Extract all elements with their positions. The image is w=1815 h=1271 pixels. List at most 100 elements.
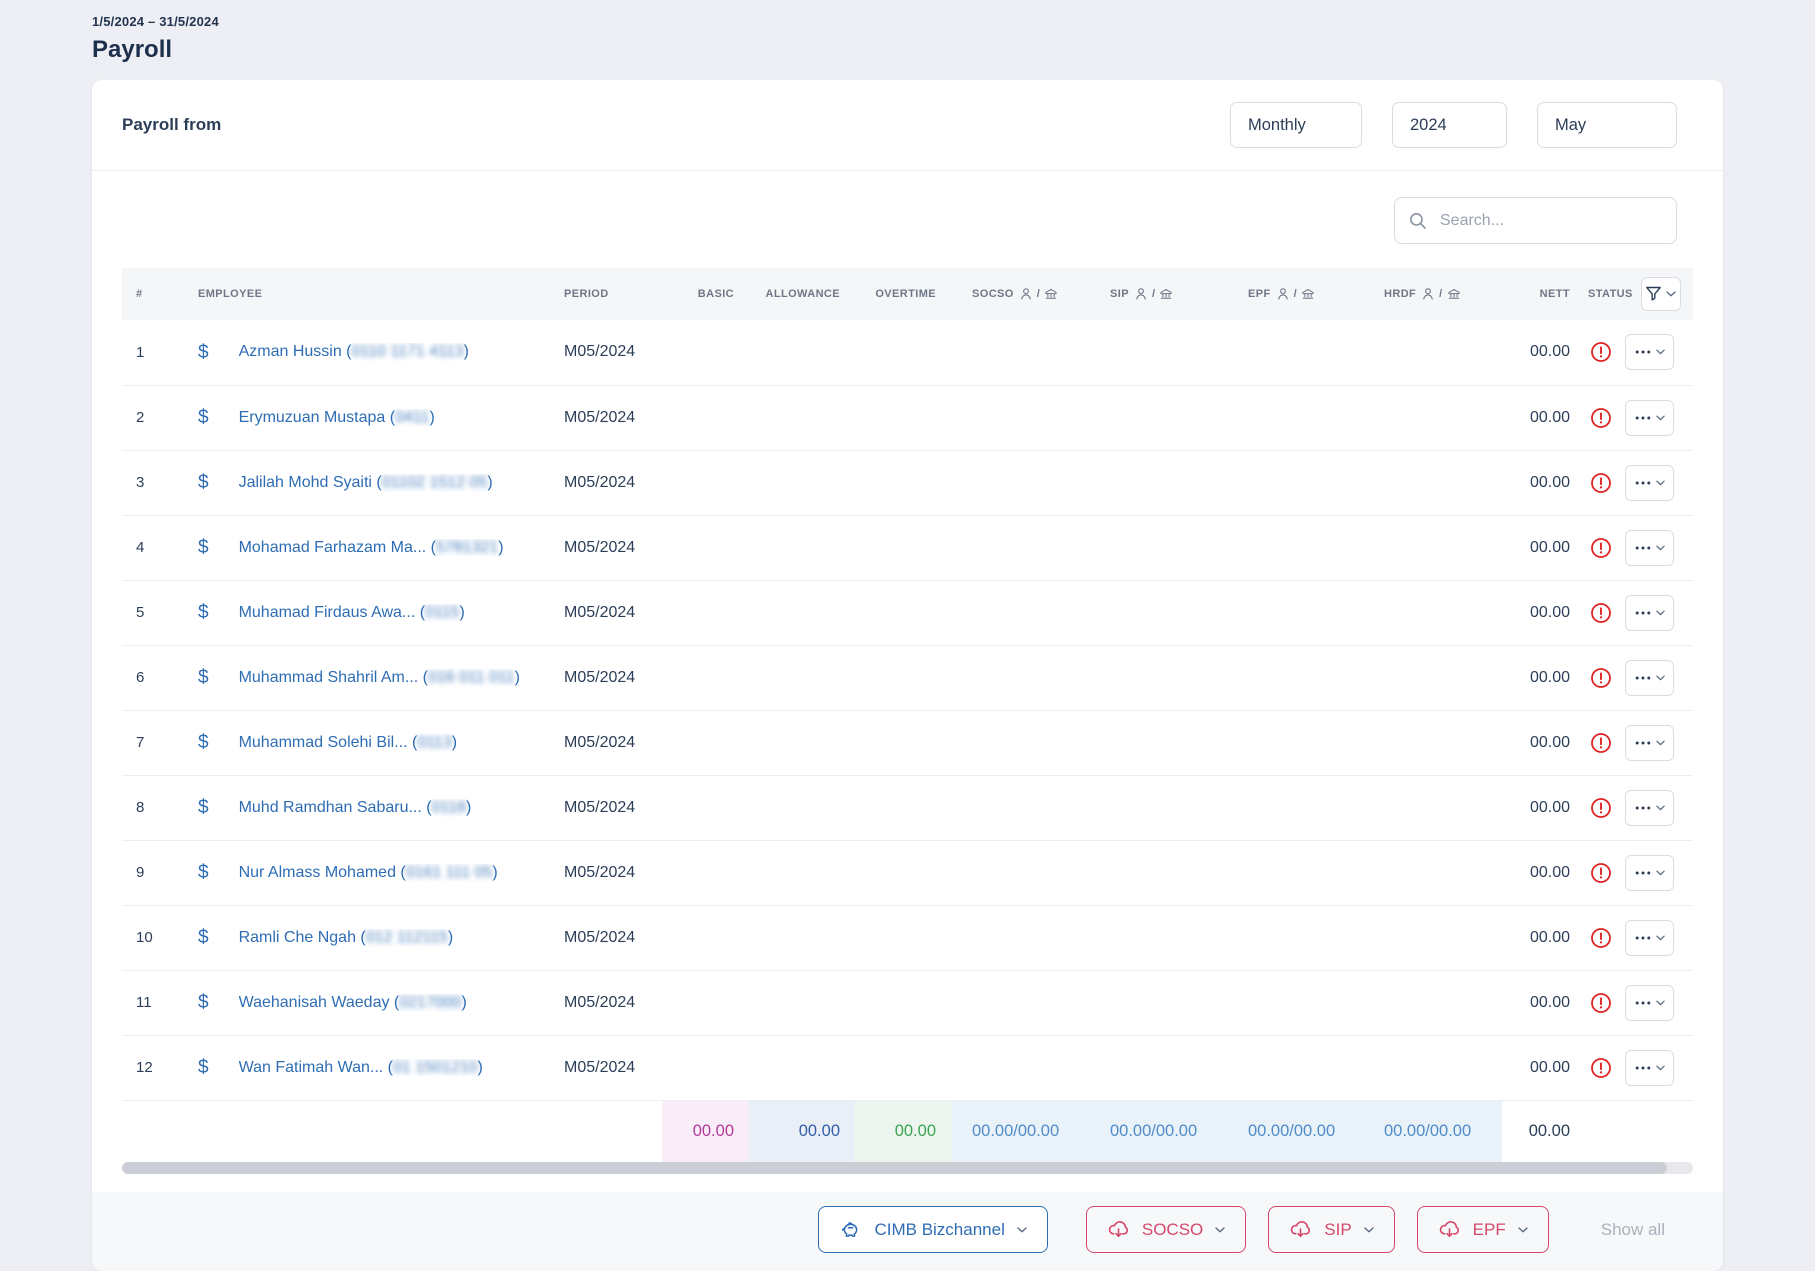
status-cell	[1580, 320, 1693, 386]
sip-cell	[1090, 385, 1228, 451]
epf-cell	[1228, 320, 1364, 386]
employee-link[interactable]: Mohamad Farhazam Ma... (5781321)	[238, 538, 504, 556]
row-actions-button[interactable]	[1625, 529, 1674, 566]
socso-cell	[952, 320, 1090, 386]
overtime-cell	[854, 905, 952, 971]
allowance-cell	[748, 385, 854, 451]
employee-cell: $ Wan Fatimah Wan... (01 1501210)	[164, 1035, 556, 1101]
row-actions-button[interactable]	[1625, 789, 1674, 826]
ellipsis-icon	[1635, 676, 1650, 679]
status-cell	[1580, 775, 1693, 841]
payroll-from-label: Payroll from	[122, 115, 222, 134]
employee-link[interactable]: Muhd Ramdhan Sabaru... (0118)	[238, 798, 472, 816]
scrollbar-thumb[interactable]	[122, 1162, 1667, 1174]
payslip-dollar-icon: $	[198, 797, 209, 818]
filter-selects: Monthly 2024 May	[1230, 102, 1677, 148]
totals-row: 00.00 00.00 00.00 00.00/00.00 00.00/00.0…	[122, 1100, 1693, 1162]
basic-cell	[662, 385, 748, 451]
month-select[interactable]: May	[1537, 102, 1677, 148]
col-socso-label: SOCSO	[972, 288, 1014, 300]
payslip-dollar-icon: $	[198, 472, 209, 493]
row-actions-button[interactable]	[1625, 984, 1674, 1021]
ellipsis-icon	[1635, 871, 1650, 874]
sip-cell	[1090, 1035, 1228, 1101]
row-number: 9	[122, 840, 164, 906]
warning-status-icon	[1591, 797, 1611, 818]
total-nett: 00.00	[1528, 1121, 1570, 1140]
employee-link[interactable]: Muhammad Shahril Am... (016 011 011)	[238, 668, 520, 686]
cimb-bizchannel-button[interactable]: CIMB Bizchannel	[818, 1206, 1048, 1253]
year-select[interactable]: 2024	[1392, 102, 1507, 148]
month-value: May	[1555, 115, 1587, 134]
table-header-row: # EMPLOYEE PERIOD BASIC ALLOWANCE OVERTI…	[122, 268, 1693, 320]
employee-link[interactable]: Jalilah Mohd Syaiti (01102 1512 05)	[238, 473, 493, 491]
employee-link[interactable]: Wan Fatimah Wan... (01 1501210)	[238, 1058, 483, 1076]
slash-separator: /	[1151, 288, 1156, 300]
employee-link[interactable]: Waehanisah Waeday (0217000)	[238, 993, 467, 1011]
payslip-dollar-icon: $	[198, 537, 209, 558]
table-row: 8 $ Muhd Ramdhan Sabaru... (0118) M05/20…	[122, 775, 1693, 841]
row-number: 11	[122, 970, 164, 1036]
nett-cell: 00.00	[1502, 515, 1580, 581]
row-actions-button[interactable]	[1625, 854, 1674, 891]
table-row: 12 $ Wan Fatimah Wan... (01 1501210) M05…	[122, 1035, 1693, 1101]
status-cell	[1580, 840, 1693, 906]
status-cell	[1580, 970, 1693, 1036]
redacted-id: 01 1501210	[392, 1058, 478, 1076]
hrdf-cell	[1364, 1035, 1502, 1101]
overtime-cell	[854, 320, 952, 386]
chevron-down-icon	[1655, 415, 1665, 420]
row-actions-button[interactable]	[1625, 724, 1674, 761]
search-input[interactable]	[1438, 210, 1662, 231]
row-actions-button[interactable]	[1625, 399, 1674, 436]
status-filter-button[interactable]	[1640, 277, 1681, 311]
overtime-cell	[854, 775, 952, 841]
employee-link[interactable]: Nur Almass Mohamed (0161 111 05)	[238, 863, 498, 881]
sip-download-button[interactable]: SIP	[1268, 1206, 1395, 1253]
row-actions-button[interactable]	[1625, 1049, 1674, 1086]
row-actions-button[interactable]	[1625, 334, 1674, 371]
redacted-id: 0411	[395, 408, 430, 426]
nett-cell: 00.00	[1502, 385, 1580, 451]
row-actions-button[interactable]	[1625, 464, 1674, 501]
employee-link[interactable]: Muhammad Solehi Bil... (0113)	[238, 733, 458, 751]
chevron-down-icon	[1655, 805, 1665, 810]
nett-cell: 00.00	[1502, 645, 1580, 711]
epf-cell	[1228, 1035, 1364, 1101]
filter-funnel-icon	[1646, 286, 1662, 301]
total-socso: 00.00/00.00	[952, 1100, 1090, 1162]
hrdf-cell	[1364, 970, 1502, 1036]
allowance-cell	[748, 1035, 854, 1101]
employee-link[interactable]: Erymuzuan Mustapa (0411)	[238, 408, 435, 426]
epf-download-button[interactable]: EPF	[1416, 1206, 1549, 1253]
employee-link[interactable]: Muhamad Firdaus Awa... (0115)	[238, 603, 465, 621]
warning-status-icon	[1591, 602, 1611, 623]
row-number: 7	[122, 710, 164, 776]
allowance-cell	[748, 840, 854, 906]
socso-download-button[interactable]: SOCSO	[1085, 1206, 1247, 1253]
employee-cell: $ Muhammad Shahril Am... (016 011 011)	[164, 645, 556, 711]
employee-link[interactable]: Ramli Che Ngah (012 112115)	[238, 928, 454, 946]
search-box[interactable]	[1394, 197, 1677, 244]
show-all-button[interactable]: Show all	[1595, 1219, 1671, 1241]
total-sip: 00.00/00.00	[1090, 1100, 1228, 1162]
horizontal-scrollbar[interactable]	[122, 1162, 1693, 1174]
payslip-dollar-icon: $	[198, 407, 209, 428]
employee-cell: $ Jalilah Mohd Syaiti (01102 1512 05)	[164, 450, 556, 516]
warning-status-icon	[1591, 992, 1611, 1013]
employee-link[interactable]: Azman Hussin (0110 1171 4113)	[238, 343, 469, 361]
frequency-select[interactable]: Monthly	[1230, 102, 1362, 148]
status-cell	[1580, 450, 1693, 516]
sip-cell	[1090, 970, 1228, 1036]
nett-cell: 00.00	[1502, 450, 1580, 516]
col-status-label: STATUS	[1588, 288, 1633, 300]
hrdf-cell	[1364, 645, 1502, 711]
cloud-download-icon	[1291, 1221, 1311, 1238]
row-actions-button[interactable]	[1625, 594, 1674, 631]
ellipsis-icon	[1635, 611, 1650, 614]
row-actions-button[interactable]	[1625, 919, 1674, 956]
row-actions-button[interactable]	[1625, 659, 1674, 696]
payslip-dollar-icon: $	[198, 862, 209, 883]
table-row: 10 $ Ramli Che Ngah (012 112115) M05/202…	[122, 905, 1693, 971]
employee-cell: $ Waehanisah Waeday (0217000)	[164, 970, 556, 1036]
